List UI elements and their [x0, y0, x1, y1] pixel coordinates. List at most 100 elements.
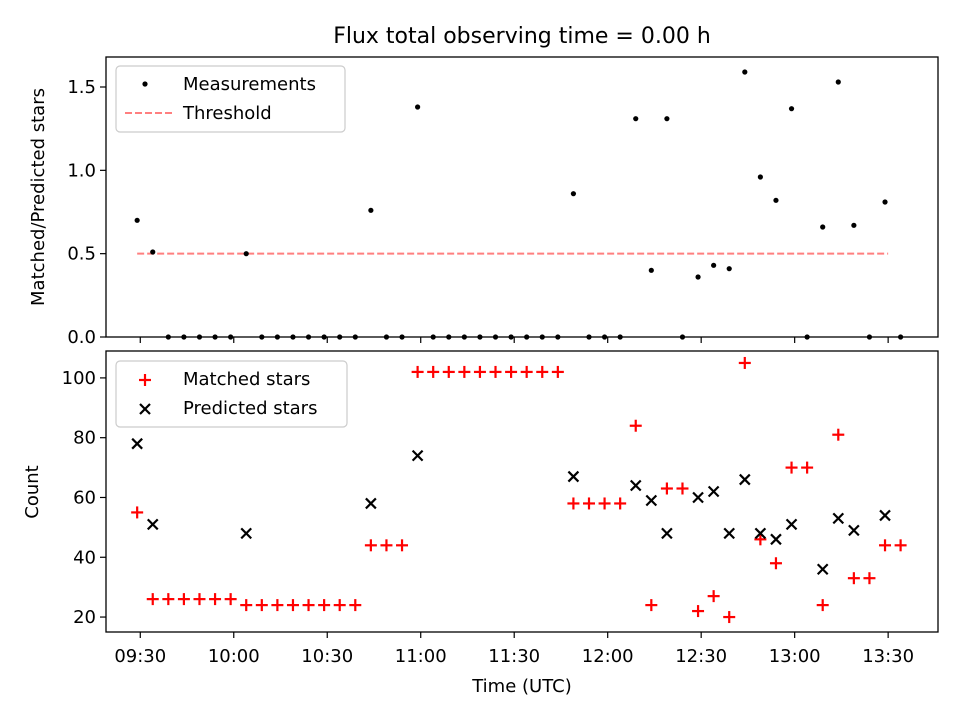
measurement-point [601, 334, 608, 340]
measurement-point [820, 224, 826, 230]
predicted-star-marker [567, 470, 580, 483]
x-tick-label: 10:30 [301, 646, 353, 667]
matched-star-marker [505, 365, 518, 378]
top-y-tick-label: 1.0 [67, 160, 96, 181]
measurement-point [524, 334, 530, 340]
top-y-axis-label: Matched/Predicted stars [28, 88, 49, 306]
measurement-point [321, 334, 327, 340]
measurement-point [165, 334, 171, 340]
measurement-point [617, 334, 623, 340]
x-tick-label: 10:00 [208, 646, 260, 667]
top-legend: Measurements Threshold [115, 65, 346, 133]
measurement-point [337, 334, 343, 340]
predicted-star-marker [754, 527, 767, 540]
bottom-y-ticks: 20 40 60 80 100 [62, 368, 106, 628]
predicted-star-marker [131, 437, 143, 450]
measurement-point [898, 334, 904, 340]
bottom-y-tick-label: 80 [73, 428, 96, 449]
x-tick-label: 12:30 [675, 646, 727, 667]
measurement-point [835, 79, 841, 85]
matched-star-marker [520, 365, 533, 378]
measurement-point [851, 222, 857, 228]
x-tick-label: 09:30 [114, 646, 166, 667]
matched-star-marker [676, 482, 689, 495]
bottom-x-ticks: 09:30 10:00 10:30 11:00 11:30 12:00 12:30 13:00… [114, 632, 914, 667]
top-axes-frame [105, 56, 939, 338]
matched-star-marker [162, 593, 175, 606]
predicted-star-marker [879, 509, 891, 522]
legend-threshold-label: Threshold [182, 103, 272, 124]
predicted-star-marker [365, 497, 377, 510]
measurement-point [726, 266, 732, 272]
measurement-point [181, 334, 187, 340]
bottom-legend-box [115, 360, 348, 428]
predicted-star-marker [629, 479, 642, 492]
measurement-point [866, 334, 873, 340]
bottom-y-tick-label: 60 [73, 487, 96, 508]
x-tick-label: 11:00 [395, 646, 447, 667]
measurement-point [477, 334, 483, 340]
matched-star-marker [364, 539, 377, 552]
measurement-point [773, 197, 779, 203]
matched-star-marker [785, 461, 798, 474]
matched-star-marker [349, 599, 362, 612]
matched-star-marker [302, 599, 315, 612]
x-axis-label: Time (UTC) [471, 676, 572, 697]
measurement-point [788, 106, 795, 112]
measurement-point [290, 334, 296, 340]
predicted-star-marker [785, 518, 798, 531]
matched-star-marker [177, 593, 190, 606]
matched-star-marker [598, 497, 611, 510]
measurement-point [461, 334, 467, 340]
predicted-star-marker [692, 491, 704, 504]
top-y-tick-label: 0.5 [67, 244, 96, 265]
predicted-star-marker [723, 527, 735, 540]
bottom-axes-frame [105, 350, 939, 633]
matched-star-marker [894, 539, 907, 552]
matched-star-marker [645, 599, 658, 612]
measurement-point [757, 174, 763, 180]
predicted-star-marker [707, 485, 720, 498]
matched-star-marker [489, 365, 502, 378]
measurement-point [415, 104, 421, 110]
matched-star-marker [146, 593, 159, 606]
measurement-point [633, 116, 639, 122]
measurement-point [804, 334, 810, 340]
top-y-tick-label: 0.0 [67, 327, 96, 348]
measurement-point [196, 334, 203, 340]
matched-star-marker [193, 593, 206, 606]
legend-predicted-marker [139, 403, 151, 415]
matched-star-marker [707, 590, 720, 603]
matched-star-marker [396, 539, 409, 552]
bottom-y-tick-label: 100 [62, 368, 96, 389]
measurement-point [305, 334, 312, 340]
matched-star-marker [816, 599, 829, 612]
measurement-point [228, 334, 234, 340]
matched-star-marker [380, 539, 393, 552]
predicted-star-marker [645, 494, 658, 507]
figure-title: Flux total observing time = 0.00 h [333, 24, 711, 49]
measurement-point [492, 334, 499, 340]
predicted-star-marker [411, 449, 424, 462]
bottom-axes: Count Time (UTC) 20 40 60 80 100 09:30 10:00 1… [22, 350, 939, 697]
matched-star-marker [801, 461, 814, 474]
bottom-y-axis-label: Count [22, 465, 43, 518]
predicted-star-marker [816, 563, 829, 576]
legend-measurements-label: Measurements [183, 74, 316, 95]
measurement-point [679, 334, 686, 340]
matched-star-marker [271, 599, 284, 612]
measurement-points [134, 69, 904, 340]
measurement-point [508, 334, 514, 340]
matched-star-marker [318, 599, 331, 612]
matched-star-marker [582, 497, 595, 510]
matched-star-marker [333, 599, 346, 612]
measurement-point [570, 191, 577, 197]
matched-star-marker [536, 365, 549, 378]
measurement-point [882, 199, 888, 205]
measurement-point [274, 334, 280, 340]
matched-star-marker [255, 599, 268, 612]
predicted-star-marker [240, 527, 253, 540]
measurement-point [586, 334, 592, 340]
matched-star-marker [754, 533, 767, 546]
